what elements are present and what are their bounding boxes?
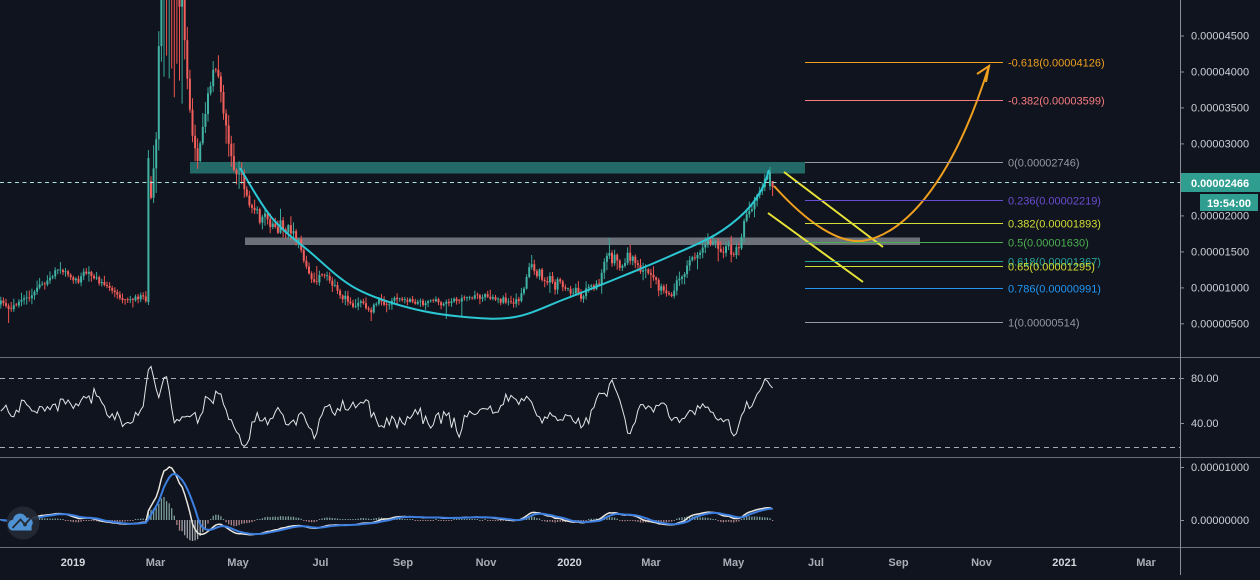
svg-text:0.00004000: 0.00004000 xyxy=(1191,67,1249,79)
svg-text:0.00001000: 0.00001000 xyxy=(1191,282,1249,294)
svg-text:40.00: 40.00 xyxy=(1191,418,1219,430)
svg-text:0.65(0.00001295): 0.65(0.00001295) xyxy=(1008,262,1095,274)
svg-text:-0.382(0.00003599): -0.382(0.00003599) xyxy=(1008,96,1105,108)
svg-text:1(0.00000514): 1(0.00000514) xyxy=(1008,318,1080,330)
svg-text:Mar: Mar xyxy=(1136,557,1156,569)
svg-text:2021: 2021 xyxy=(1052,557,1076,569)
svg-text:May: May xyxy=(227,557,249,569)
svg-text:0.00003500: 0.00003500 xyxy=(1191,102,1249,114)
svg-text:Jul: Jul xyxy=(808,557,824,569)
svg-text:Jul: Jul xyxy=(313,557,329,569)
svg-text:0.786(0.00000991): 0.786(0.00000991) xyxy=(1008,284,1101,296)
svg-text:2019: 2019 xyxy=(61,557,85,569)
svg-text:2020: 2020 xyxy=(557,557,581,569)
svg-text:19:54:00: 19:54:00 xyxy=(1207,198,1251,210)
svg-text:Sep: Sep xyxy=(888,557,908,569)
svg-text:0.236(0.00002219): 0.236(0.00002219) xyxy=(1008,196,1101,208)
svg-text:Nov: Nov xyxy=(971,557,993,569)
svg-text:0(0.00002746): 0(0.00002746) xyxy=(1008,158,1080,170)
svg-text:Nov: Nov xyxy=(476,557,498,569)
svg-text:0.382(0.00001893): 0.382(0.00001893) xyxy=(1008,219,1101,231)
svg-text:0.00000000: 0.00000000 xyxy=(1191,515,1249,527)
svg-text:0.00004500: 0.00004500 xyxy=(1191,31,1249,43)
svg-text:80.00: 80.00 xyxy=(1191,373,1219,385)
svg-text:Mar: Mar xyxy=(146,557,166,569)
svg-text:Sep: Sep xyxy=(393,557,413,569)
svg-text:0.00000500: 0.00000500 xyxy=(1191,318,1249,330)
svg-text:0.00002466: 0.00002466 xyxy=(1191,178,1249,190)
svg-text:0.00001500: 0.00001500 xyxy=(1191,246,1249,258)
svg-text:Mar: Mar xyxy=(641,557,661,569)
svg-text:-0.618(0.00004126): -0.618(0.00004126) xyxy=(1008,58,1105,70)
svg-text:0.00002000: 0.00002000 xyxy=(1191,210,1249,222)
svg-text:0.5(0.00001630): 0.5(0.00001630) xyxy=(1008,238,1089,250)
svg-text:May: May xyxy=(723,557,745,569)
svg-text:0.618(0.00001367): 0.618(0.00001367) xyxy=(1008,257,1101,269)
svg-text:0.00003000: 0.00003000 xyxy=(1191,138,1249,150)
svg-text:0.00001000: 0.00001000 xyxy=(1191,462,1249,474)
